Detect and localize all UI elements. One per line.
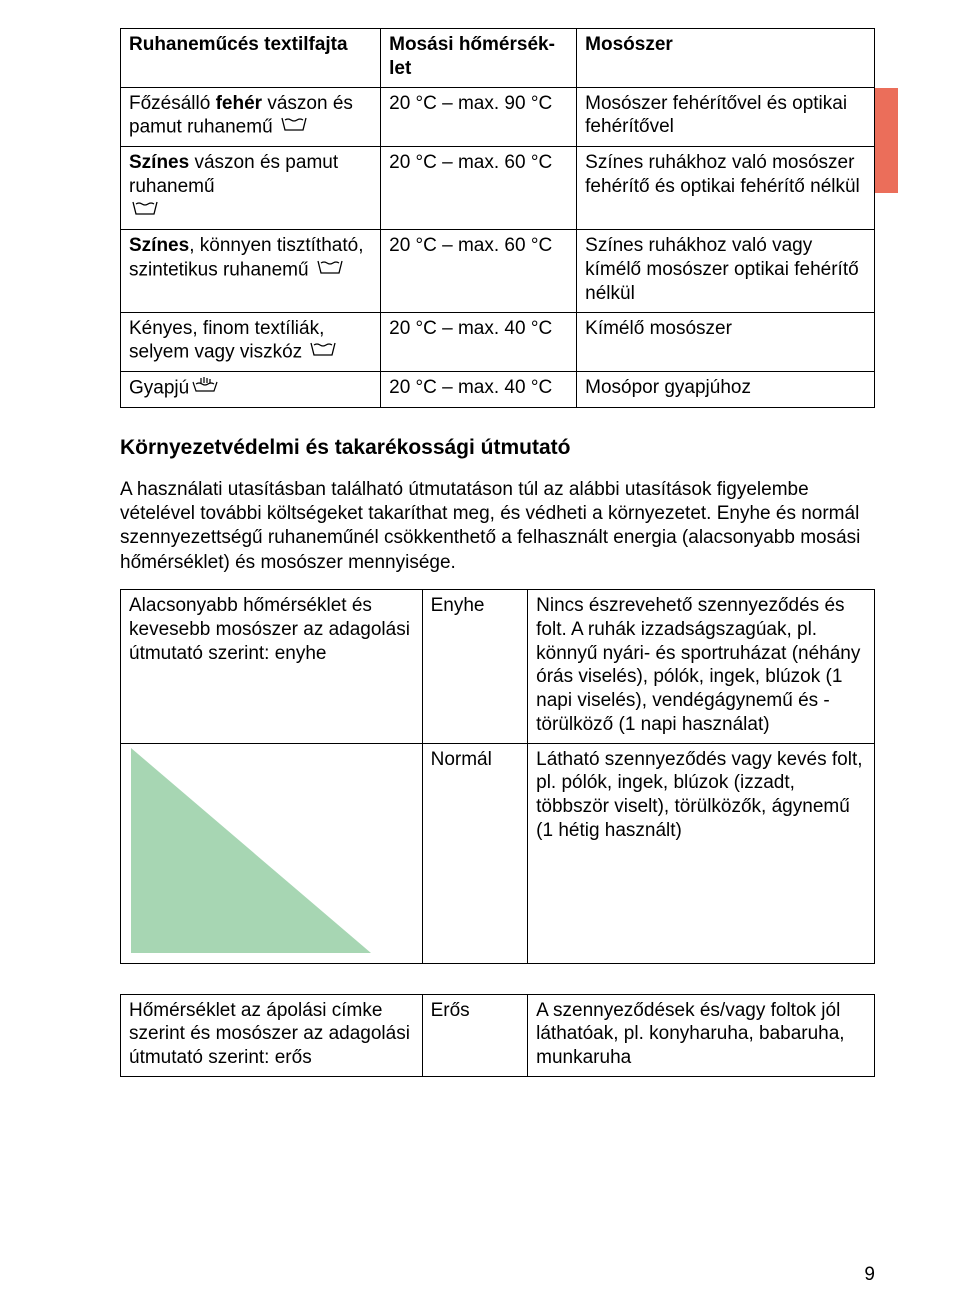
table-header-row: Ruhaneműcés textil­fajta Mosási hő­mérsé… bbox=[121, 29, 875, 88]
cell-text-bold: fehér bbox=[216, 93, 262, 114]
triangle-graphic bbox=[131, 748, 371, 953]
table-row: Gyapjú 20 °C – max. 40 °C Mosópor gyapjú… bbox=[121, 372, 875, 408]
cell-text: Nincs észrevehető szennyeződés és folt. … bbox=[528, 590, 875, 744]
table-row: Hőmérséklet az ápolási címke szerint és … bbox=[121, 994, 875, 1076]
cell-text: Színes ruhákhoz való vagy kímélő mosósze… bbox=[577, 230, 875, 312]
cell-text: Színes ruhákhoz való mosószer fehérítő é… bbox=[577, 147, 875, 230]
table-row: Normál Látható szennyeződés vagy kevés f… bbox=[121, 743, 875, 963]
col1-header: Ruhaneműcés textil­fajta bbox=[129, 34, 348, 55]
cell-text-bold: Színes bbox=[129, 152, 189, 173]
cell-text: Mosószer fehérítővel és optikai fehérítő… bbox=[577, 87, 875, 147]
cell-text: Mosópor gyapjúhoz bbox=[577, 372, 875, 408]
cell-text: 20 °C – max. 40 °C bbox=[381, 372, 577, 408]
col3-header: Mosószer bbox=[585, 34, 673, 55]
cell-text-bold: Színes bbox=[129, 235, 189, 256]
fabric-detergent-table: Ruhaneműcés textil­fajta Mosási hő­mérsé… bbox=[120, 28, 875, 408]
cell-text: Kényes, finom textíliák, selyem vagy vis… bbox=[129, 318, 324, 363]
cell-text: 20 °C – max. 90 °C bbox=[381, 87, 577, 147]
soiling-guide-table: Alacsonyabb hőmérséklet és kevesebb mosó… bbox=[120, 589, 875, 964]
wash-60-icon bbox=[131, 199, 159, 224]
wash-40-icon bbox=[309, 340, 337, 365]
cell-text: Hőmérséklet az ápolási címke szerint és … bbox=[121, 994, 423, 1076]
cell-text: Alacsonyabb hőmérséklet és kevesebb mosó… bbox=[121, 590, 423, 744]
side-tab bbox=[875, 88, 898, 193]
cell-text: 20 °C – max. 60 °C bbox=[381, 230, 577, 312]
cell-text: Gyapjú bbox=[129, 377, 189, 398]
cell-text: Erős bbox=[422, 994, 528, 1076]
table-row: Színes, könnyen tisztítható, szintetikus… bbox=[121, 230, 875, 312]
table-row: Alacsonyabb hőmérséklet és kevesebb mosó… bbox=[121, 590, 875, 744]
col2-header: Mosási hő­mérsék­let bbox=[389, 34, 555, 79]
heavy-soiling-table: Hőmérséklet az ápolási címke szerint és … bbox=[120, 994, 875, 1077]
table-row: Színes vászon és pamut ruhanemű 20 °C – … bbox=[121, 147, 875, 230]
cell-text: Kímélő mosószer bbox=[577, 312, 875, 372]
section-title: Környezetvédelmi és takarékossági útmuta… bbox=[120, 436, 875, 460]
body-paragraph: A használati utasításban található útmut… bbox=[120, 478, 875, 575]
cell-text: Főzésálló bbox=[129, 93, 216, 114]
wash-95-icon bbox=[280, 115, 308, 140]
cell-text: 20 °C – max. 60 °C bbox=[381, 147, 577, 230]
page-number: 9 bbox=[864, 1264, 875, 1286]
hand-wash-icon bbox=[191, 376, 219, 401]
cell-text: Enyhe bbox=[422, 590, 528, 744]
cell-text: 20 °C – max. 40 °C bbox=[381, 312, 577, 372]
table-row: Kényes, finom textíliák, selyem vagy vis… bbox=[121, 312, 875, 372]
table-row: Főzésálló fehér vászon és pamut ruhanemű… bbox=[121, 87, 875, 147]
cell-text: Látható szennyeződés vagy kevés folt, pl… bbox=[528, 743, 875, 963]
cell-text: A szennyeződések és/vagy foltok jól láth… bbox=[528, 994, 875, 1076]
triangle-cell bbox=[121, 743, 423, 963]
wash-60-icon bbox=[316, 258, 344, 283]
cell-text: Normál bbox=[422, 743, 528, 963]
